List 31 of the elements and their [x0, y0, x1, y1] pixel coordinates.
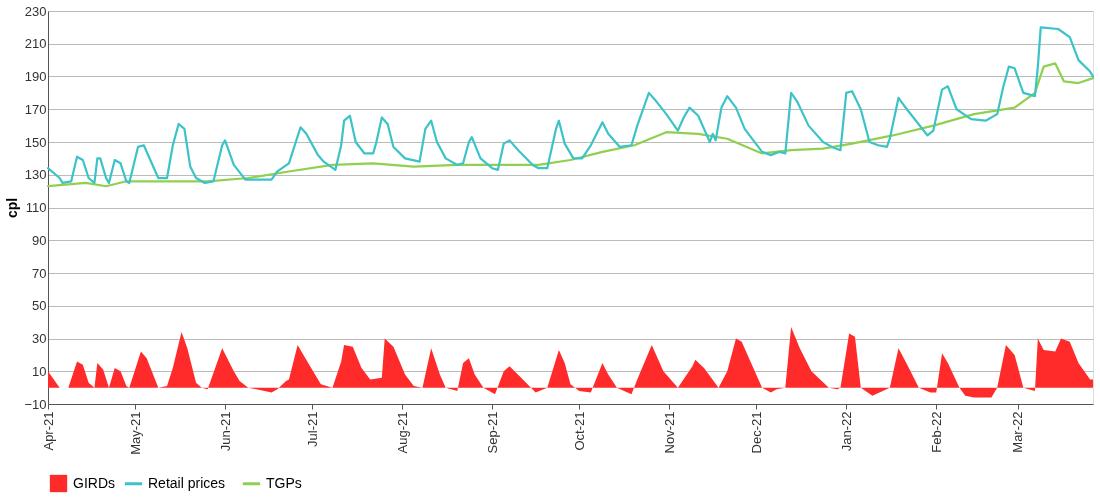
x-tick-label: Apr-21	[40, 411, 56, 451]
x-tick-label: Jul-21	[304, 411, 320, 447]
y-tick-label: 110	[25, 200, 47, 215]
legend-label: GIRDs	[73, 474, 115, 491]
y-tick-label: 70	[32, 265, 47, 281]
x-tick-label: Aug-21	[394, 411, 410, 454]
x-tick-label: Nov-21	[661, 411, 677, 454]
x-tick-label: Jan-22	[838, 411, 854, 452]
x-tick-label: Feb-22	[928, 411, 944, 453]
y-tick-label: 30	[32, 331, 47, 346]
x-tick-label: Oct-21	[571, 411, 587, 451]
x-tick-label: Jun-21	[217, 411, 233, 452]
line-series	[46, 26, 1095, 185]
x-tick-label: Dec-21	[748, 411, 764, 454]
y-tick-label: 170	[24, 101, 47, 117]
y-tick-label: 50	[32, 298, 47, 314]
y-tick-label: 210	[24, 36, 47, 52]
y-tick-label: 230	[24, 3, 47, 19]
y-tick-label: 150	[24, 134, 47, 150]
y-tick-label: −10	[24, 396, 47, 412]
legend-label: Retail prices	[148, 474, 226, 491]
x-tick-label: Sep-21	[484, 411, 500, 454]
y-tick-label: 90	[32, 232, 47, 248]
x-tick-label: Mar-22	[1010, 411, 1026, 453]
legend-label: TGPs	[266, 474, 302, 491]
line-series	[46, 62, 1095, 188]
y-tick-label: 130	[24, 167, 47, 183]
y-axis-title: cpl	[4, 197, 21, 219]
y-tick-label: 190	[24, 69, 47, 84]
y-tick-label: 10	[32, 363, 47, 379]
x-tick-label: May-21	[127, 411, 143, 455]
